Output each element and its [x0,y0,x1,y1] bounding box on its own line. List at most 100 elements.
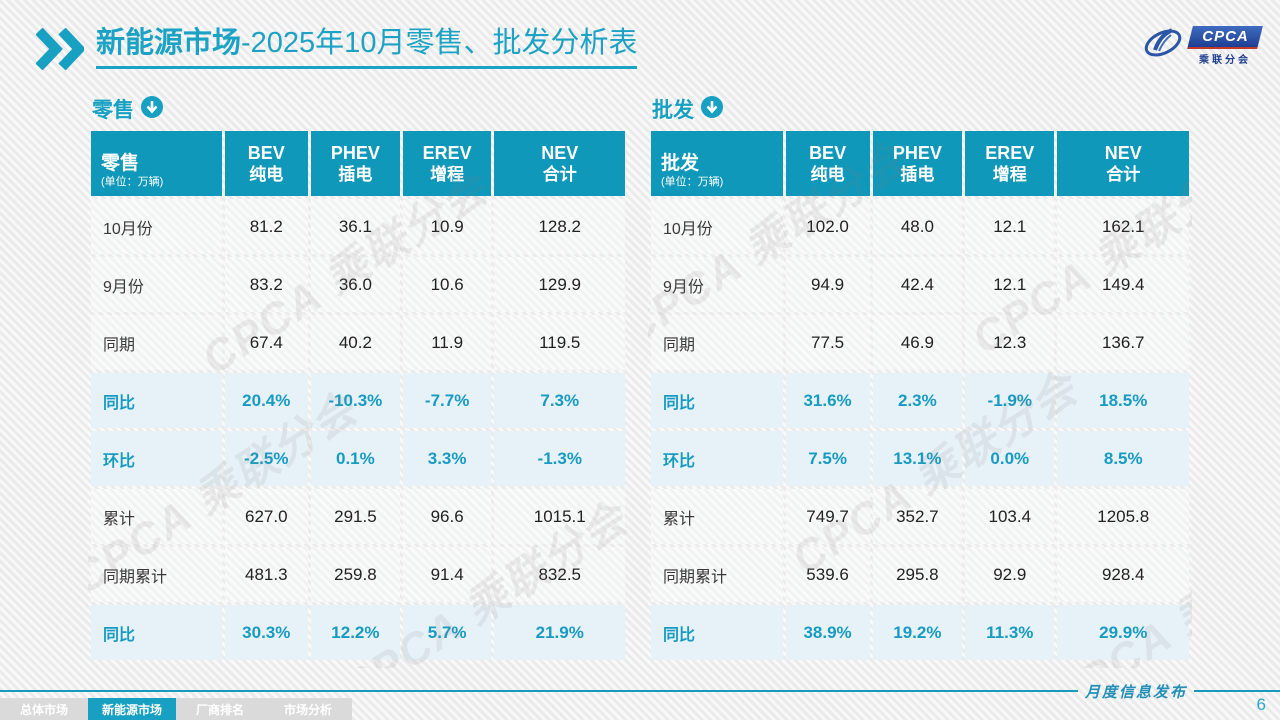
cpca-logo-subtext: 乘联分会 [1199,54,1251,66]
cell: 352.7 [872,489,963,544]
row-label: 累计 [651,489,783,544]
cell: 10.9 [402,199,492,254]
cell: 128.2 [494,199,625,254]
cell: 12.3 [965,315,1055,370]
row-label: 10月份 [651,199,783,254]
table-row: 9月份 94.9 42.4 12.1 149.4 [651,257,1189,312]
wholesale-table-header-row: 批发 (单位：万辆) BEV 纯电 PHEV 插电 EREV 增程 NEV 合计 [651,131,1189,196]
retail-table-header-row: 零售 (单位：万辆) BEV 纯电 PHEV 插电 EREV 增程 NEV 合计 [91,131,625,196]
page-title: 新能源市场-2025年10月零售、批发分析表 [96,26,638,69]
cell: 1205.8 [1057,489,1189,544]
wholesale-table-unit: (单位：万辆) [661,175,724,188]
row-label: 同期 [91,315,222,370]
cell: 12.1 [965,257,1055,312]
retail-section-header: 零售 [92,94,164,124]
table-row: 累计 627.0 291.5 96.6 1015.1 [91,489,625,544]
tab-overall-market[interactable]: 总体市场 [0,698,88,720]
tab-market-analysis[interactable]: 市场分析 [264,698,352,720]
table-row: 同期 77.5 46.9 12.3 136.7 [651,315,1189,370]
arrow-down-circle-icon [700,95,724,124]
wholesale-table-title: 批发 [661,152,700,174]
row-label: 9月份 [651,257,783,312]
cell: 38.9% [785,605,870,660]
column-header-erev: EREV 增程 [965,131,1055,196]
cell: 18.5% [1057,373,1189,428]
row-label: 9月份 [91,257,222,312]
cell: 8.5% [1057,431,1189,486]
row-label: 累计 [91,489,222,544]
cell: 20.4% [224,373,309,428]
table-row: 10月份 81.2 36.1 10.9 128.2 [91,199,625,254]
cell: -1.3% [494,431,625,486]
wholesale-section-label: 批发 [652,99,694,122]
wholesale-table: 批发 (单位：万辆) BEV 纯电 PHEV 插电 EREV 增程 NEV 合计 10月… [648,128,1192,663]
cell: 12.1 [965,199,1055,254]
retail-table-title-cell: 零售 (单位：万辆) [91,131,222,196]
cell: 36.0 [311,257,400,312]
cell: 11.3% [965,605,1055,660]
cell: 481.3 [224,547,309,602]
page-title-rest: -2025年10月零售、批发分析表 [241,27,638,59]
footer-divider-line [0,690,1078,692]
retail-table: 零售 (单位：万辆) BEV 纯电 PHEV 插电 EREV 增程 NEV 合计 10月… [88,128,628,663]
cell: 749.7 [785,489,870,544]
cell: 94.9 [785,257,870,312]
row-label: 同比 [91,373,222,428]
cell: 92.9 [965,547,1055,602]
cell: -2.5% [224,431,309,486]
table-row: 10月份 102.0 48.0 12.1 162.1 [651,199,1189,254]
retail-table-container: CPCA 乘联分会 CPCA 乘联分会 CPCA 乘联分会 零售 (单位：万辆)… [88,128,628,668]
cpca-logo: CPCA 乘联分会 [1141,24,1263,67]
cell: 12.2% [311,605,400,660]
table-row: 9月份 83.2 36.0 10.6 129.9 [91,257,625,312]
page-number: 6 [1256,695,1266,714]
cell: -7.7% [402,373,492,428]
table-row-highlight: 同比 20.4% -10.3% -7.7% 7.3% [91,373,625,428]
cell: 627.0 [224,489,309,544]
tab-nev-market[interactable]: 新能源市场 [88,698,176,720]
cell: 77.5 [785,315,870,370]
cell: 48.0 [872,199,963,254]
page-title-bold: 新能源市场 [96,27,242,59]
cell: 0.0% [965,431,1055,486]
table-row: 同期 67.4 40.2 11.9 119.5 [91,315,625,370]
cell: 81.2 [224,199,309,254]
row-label: 同期 [651,315,783,370]
column-header-nev: NEV 合计 [1057,131,1189,196]
cell: 36.1 [311,199,400,254]
cell: 19.2% [872,605,963,660]
cell: 67.4 [224,315,309,370]
column-header-bev: BEV 纯电 [785,131,870,196]
column-header-bev: BEV 纯电 [224,131,309,196]
cell: 96.6 [402,489,492,544]
column-header-erev: EREV 增程 [402,131,492,196]
column-header-nev: NEV 合计 [494,131,625,196]
row-label: 10月份 [91,199,222,254]
cell: 103.4 [965,489,1055,544]
row-label: 环比 [651,431,783,486]
cell: 1015.1 [494,489,625,544]
cpca-logo-text: CPCA [1201,27,1249,45]
cell: -1.9% [965,373,1055,428]
cell: 0.1% [311,431,400,486]
table-row-highlight: 同比 38.9% 19.2% 11.3% 29.9% [651,605,1189,660]
cell: 31.6% [785,373,870,428]
cell: 42.4 [872,257,963,312]
row-label: 同期累计 [91,547,222,602]
cell: 83.2 [224,257,309,312]
cell: 29.9% [1057,605,1189,660]
wholesale-section-header: 批发 [652,94,724,124]
table-row: 同期累计 481.3 259.8 91.4 832.5 [91,547,625,602]
arrow-down-circle-icon [140,95,164,124]
cell: 91.4 [402,547,492,602]
table-row-highlight: 环比 7.5% 13.1% 0.0% 8.5% [651,431,1189,486]
cell: 46.9 [872,315,963,370]
retail-table-title: 零售 [101,152,140,174]
row-label: 同比 [91,605,222,660]
cell: 136.7 [1057,315,1189,370]
row-label: 同比 [651,605,783,660]
cell: 259.8 [311,547,400,602]
row-label: 环比 [91,431,222,486]
tab-manufacturer-ranking[interactable]: 厂商排名 [176,698,264,720]
